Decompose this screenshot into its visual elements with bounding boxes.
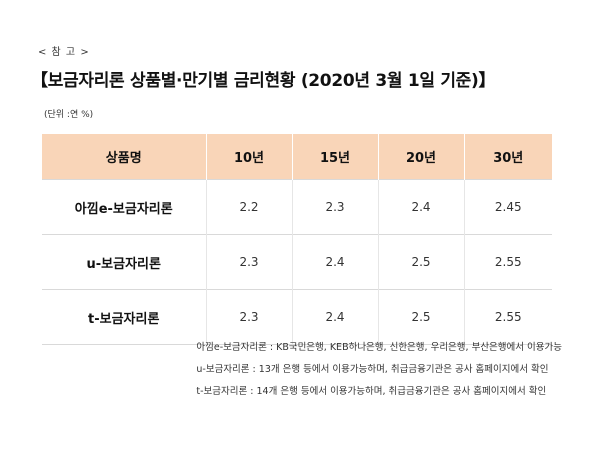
header-20-year: 20년	[377, 134, 464, 180]
rate-cell: 2.3	[205, 289, 292, 345]
table-row: 아낌e-보금자리론 2.2 2.3 2.4 2.45	[42, 179, 552, 235]
rate-cell: 2.3	[291, 179, 378, 235]
interest-rate-table: 상품명 10년 15년 20년 30년 아낌e-보금자리론 2.2 2.3 2.…	[42, 134, 552, 345]
reference-label: < 참 고 >	[38, 47, 90, 58]
header-15-year: 15년	[291, 134, 378, 180]
rate-cell: 2.5	[377, 234, 464, 290]
header-30-year: 30년	[463, 134, 552, 180]
table-row: t-보금자리론 2.3 2.4 2.5 2.55	[42, 289, 552, 345]
rate-cell: 2.55	[463, 234, 552, 290]
footnote-line: 아낌e-보금자리론 : KB국민은행, KEB하나은행, 신한은행, 우리은행,…	[196, 342, 562, 353]
product-name-cell: t-보금자리론	[42, 289, 206, 345]
product-name-cell: 아낌e-보금자리론	[42, 179, 206, 235]
rate-cell: 2.3	[205, 234, 292, 290]
rate-cell: 2.4	[291, 234, 378, 290]
table-row: u-보금자리론 2.3 2.4 2.5 2.55	[42, 234, 552, 290]
rate-cell: 2.4	[377, 179, 464, 235]
unit-label: (단위 :연 %)	[44, 110, 94, 120]
product-name-cell: u-보금자리론	[42, 234, 206, 290]
footnotes: 아낌e-보금자리론 : KB국민은행, KEB하나은행, 신한은행, 우리은행,…	[196, 337, 562, 403]
rate-cell: 2.55	[463, 289, 552, 345]
header-10-year: 10년	[205, 134, 292, 180]
table-header-row: 상품명 10년 15년 20년 30년	[42, 134, 552, 180]
rate-cell: 2.45	[463, 179, 552, 235]
footnote-line: u-보금자리론 : 13개 은행 등에서 이용가능하며, 취급금융기관은 공사 …	[196, 364, 549, 375]
footnote-line: t-보금자리론 : 14개 은행 등에서 이용가능하며, 취급금융기관은 공사 …	[196, 386, 547, 397]
rate-cell: 2.4	[291, 289, 378, 345]
rate-cell: 2.5	[377, 289, 464, 345]
document-title: 【보금자리론 상품별·만기별 금리현황 (2020년 3월 1일 기준)】	[31, 71, 496, 91]
rate-cell: 2.2	[205, 179, 292, 235]
header-product-name: 상품명	[42, 134, 206, 180]
